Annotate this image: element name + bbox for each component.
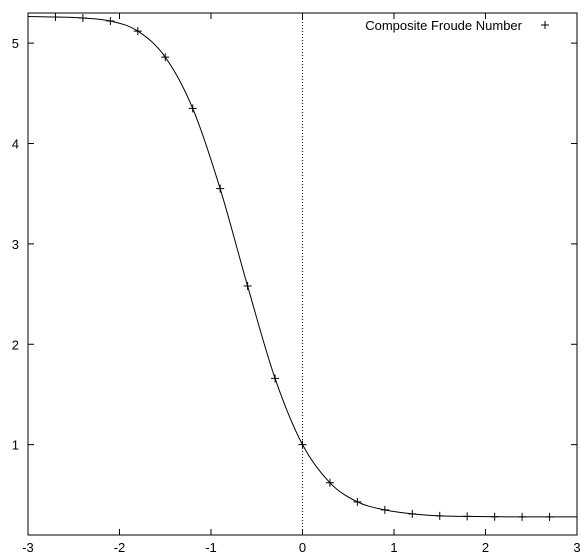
x-tick-label: -2 [114, 540, 126, 555]
x-tick-label: 0 [299, 540, 306, 555]
x-tick-label: -3 [22, 540, 34, 555]
data-point-marker [463, 512, 472, 521]
x-tick-label: 3 [573, 540, 580, 555]
data-point-marker [271, 374, 280, 383]
data-point-marker [216, 184, 225, 193]
data-point-marker [518, 512, 527, 521]
x-tick-label: -1 [205, 540, 217, 555]
y-tick-label: 1 [12, 438, 19, 453]
x-tick-label: 1 [390, 540, 397, 555]
y-tick-label: 2 [12, 337, 19, 352]
data-point-marker [435, 511, 444, 520]
data-point-marker [380, 505, 389, 514]
legend-marker [541, 21, 549, 29]
data-point-marker [408, 509, 417, 518]
series-curve [27, 16, 577, 518]
data-point-marker [490, 512, 499, 521]
data-point-marker [298, 440, 307, 449]
data-point-marker [106, 17, 115, 26]
y-tick-label: 5 [12, 36, 19, 51]
data-point-marker [545, 512, 554, 521]
data-point-marker [325, 478, 334, 487]
legend-label: Composite Froude Number [365, 18, 522, 33]
data-point-marker [133, 27, 142, 36]
data-point-marker [243, 282, 252, 291]
data-point-marker [353, 497, 362, 506]
y-tick-label: 3 [12, 237, 19, 252]
data-point-marker [188, 104, 197, 113]
data-point-marker [51, 13, 60, 22]
y-tick-label: 4 [12, 137, 19, 152]
data-point-marker [161, 53, 170, 62]
x-tick-label: 2 [482, 540, 489, 555]
data-point-marker [78, 14, 87, 23]
